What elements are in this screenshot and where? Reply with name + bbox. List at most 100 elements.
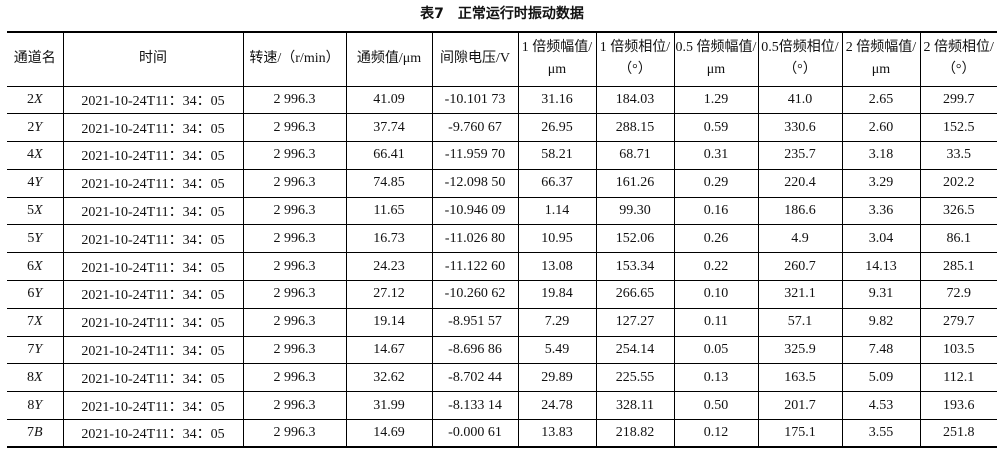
cell-channel: 7B (7, 419, 64, 448)
table-row: 7B 2021-10-24T11：34：05 2 996.3 14.69 -0.000 … (7, 419, 997, 448)
cell-2x-amplitude: 3.29 (841, 169, 921, 198)
header-overall: 通频值/μm (345, 32, 433, 87)
cell-overall: 32.62 (345, 363, 433, 392)
cell-2x-amplitude: 4.53 (841, 391, 921, 420)
channel-axis: X (33, 369, 43, 385)
cell-gap-voltage: -9.760 67 (431, 113, 519, 142)
channel-axis: Y (34, 175, 43, 191)
vibration-data-table: 通道名 时间 转速/（r/min） 通频值/μm 间隙电压/V 1 倍频幅值/μ… (7, 31, 997, 449)
cell-05x-amplitude: 0.22 (673, 252, 759, 281)
cell-time: 2021-10-24T11：34：05 (62, 308, 244, 337)
cell-time: 2021-10-24T11：34：05 (62, 169, 244, 198)
cell-1x-phase: 328.11 (595, 391, 675, 420)
channel-axis: Y (34, 230, 43, 246)
header-1x-phase: 1 倍频相位/（°） (595, 32, 675, 87)
cell-time: 2021-10-24T11：34：05 (62, 336, 244, 364)
cell-1x-phase: 266.65 (595, 280, 675, 309)
cell-1x-amplitude: 13.83 (517, 419, 597, 448)
channel-axis: X (33, 91, 43, 107)
table-row: 5X 2021-10-24T11：34：05 2 996.3 11.65 -10.946… (7, 197, 997, 225)
channel-number: 7 (27, 342, 35, 358)
cell-1x-phase: 99.30 (595, 197, 675, 225)
cell-05x-amplitude: 1.29 (673, 86, 759, 114)
cell-channel: 7Y (7, 336, 64, 364)
cell-2x-phase: 251.8 (919, 419, 997, 448)
channel-axis: Y (34, 286, 43, 302)
cell-2x-phase: 299.7 (919, 86, 997, 114)
cell-2x-amplitude: 7.48 (841, 336, 921, 364)
cell-2x-phase: 103.5 (919, 336, 997, 364)
cell-1x-amplitude: 10.95 (517, 224, 597, 253)
cell-overall: 24.23 (345, 252, 433, 281)
cell-1x-amplitude: 58.21 (517, 141, 597, 170)
table-row: 7Y 2021-10-24T11：34：05 2 996.3 14.67 -8.696 … (7, 336, 997, 364)
cell-1x-phase: 153.34 (595, 252, 675, 281)
cell-2x-phase: 112.1 (919, 363, 997, 392)
cell-channel: 5Y (7, 224, 64, 253)
cell-2x-phase: 326.5 (919, 197, 997, 225)
cell-1x-phase: 254.14 (595, 336, 675, 364)
header-2x-amplitude: 2 倍频幅值/μm (841, 32, 921, 87)
channel-number: 8 (27, 397, 35, 413)
cell-gap-voltage: -11.122 60 (431, 252, 519, 281)
cell-1x-amplitude: 26.95 (517, 113, 597, 142)
header-channel: 通道名 (7, 32, 64, 87)
cell-1x-phase: 161.26 (595, 169, 675, 198)
table-row: 7X 2021-10-24T11：34：05 2 996.3 19.14 -8.951 … (7, 308, 997, 337)
header-row: 通道名 时间 转速/（r/min） 通频值/μm 间隙电压/V 1 倍频幅值/μ… (7, 32, 997, 87)
cell-2x-phase: 202.2 (919, 169, 997, 198)
channel-number: 2 (27, 119, 35, 135)
cell-channel: 2Y (7, 113, 64, 142)
cell-speed: 2 996.3 (242, 86, 347, 114)
cell-gap-voltage: -11.026 80 (431, 224, 519, 253)
cell-05x-phase: 235.7 (757, 141, 843, 170)
channel-number: 4 (26, 147, 34, 163)
cell-gap-voltage: -12.098 50 (431, 169, 519, 198)
cell-channel: 2X (7, 86, 64, 114)
cell-overall: 16.73 (345, 224, 433, 253)
cell-05x-phase: 163.5 (757, 363, 843, 392)
channel-axis: X (33, 147, 43, 163)
cell-2x-amplitude: 3.55 (841, 419, 921, 448)
cell-05x-phase: 4.9 (757, 224, 843, 253)
cell-2x-amplitude: 3.04 (841, 224, 921, 253)
cell-05x-amplitude: 0.10 (673, 280, 759, 309)
cell-overall: 11.65 (345, 197, 433, 225)
table-row: 8Y 2021-10-24T11：34：05 2 996.3 31.99 -8.133 … (7, 391, 997, 420)
cell-2x-amplitude: 5.09 (841, 363, 921, 392)
cell-overall: 31.99 (345, 391, 433, 420)
cell-1x-phase: 184.03 (595, 86, 675, 114)
channel-number: 6 (26, 258, 34, 274)
cell-1x-phase: 127.27 (595, 308, 675, 337)
header-05x-amplitude: 0.5 倍频幅值/μm (673, 32, 759, 87)
cell-2x-phase: 285.1 (919, 252, 997, 281)
cell-2x-phase: 86.1 (919, 224, 997, 253)
cell-2x-amplitude: 14.13 (841, 252, 921, 281)
channel-number: 5 (26, 203, 34, 219)
table-row: 4X 2021-10-24T11：34：05 2 996.3 66.41 -11.959… (7, 141, 997, 170)
cell-05x-amplitude: 0.29 (673, 169, 759, 198)
cell-2x-amplitude: 3.36 (841, 197, 921, 225)
table-row: 6X 2021-10-24T11：34：05 2 996.3 24.23 -11.122… (7, 252, 997, 281)
table-row: 5Y 2021-10-24T11：34：05 2 996.3 16.73 -11.026… (7, 224, 997, 253)
cell-overall: 14.67 (345, 336, 433, 364)
cell-2x-phase: 33.5 (919, 141, 997, 170)
cell-channel: 7X (7, 308, 64, 337)
cell-05x-phase: 186.6 (757, 197, 843, 225)
cell-time: 2021-10-24T11：34：05 (62, 280, 244, 309)
cell-gap-voltage: -0.000 61 (431, 419, 519, 448)
cell-05x-amplitude: 0.31 (673, 141, 759, 170)
cell-speed: 2 996.3 (242, 308, 347, 337)
cell-05x-phase: 260.7 (757, 252, 843, 281)
channel-axis: B (33, 425, 43, 441)
cell-05x-amplitude: 0.12 (673, 419, 759, 448)
cell-1x-phase: 288.15 (595, 113, 675, 142)
header-05x-phase: 0.5倍频相位/（°） (757, 32, 843, 87)
cell-speed: 2 996.3 (242, 336, 347, 364)
cell-05x-amplitude: 0.26 (673, 224, 759, 253)
cell-overall: 74.85 (345, 169, 433, 198)
channel-axis: Y (34, 397, 43, 413)
cell-1x-amplitude: 13.08 (517, 252, 597, 281)
cell-time: 2021-10-24T11：34：05 (62, 113, 244, 142)
channel-number: 6 (27, 286, 35, 302)
